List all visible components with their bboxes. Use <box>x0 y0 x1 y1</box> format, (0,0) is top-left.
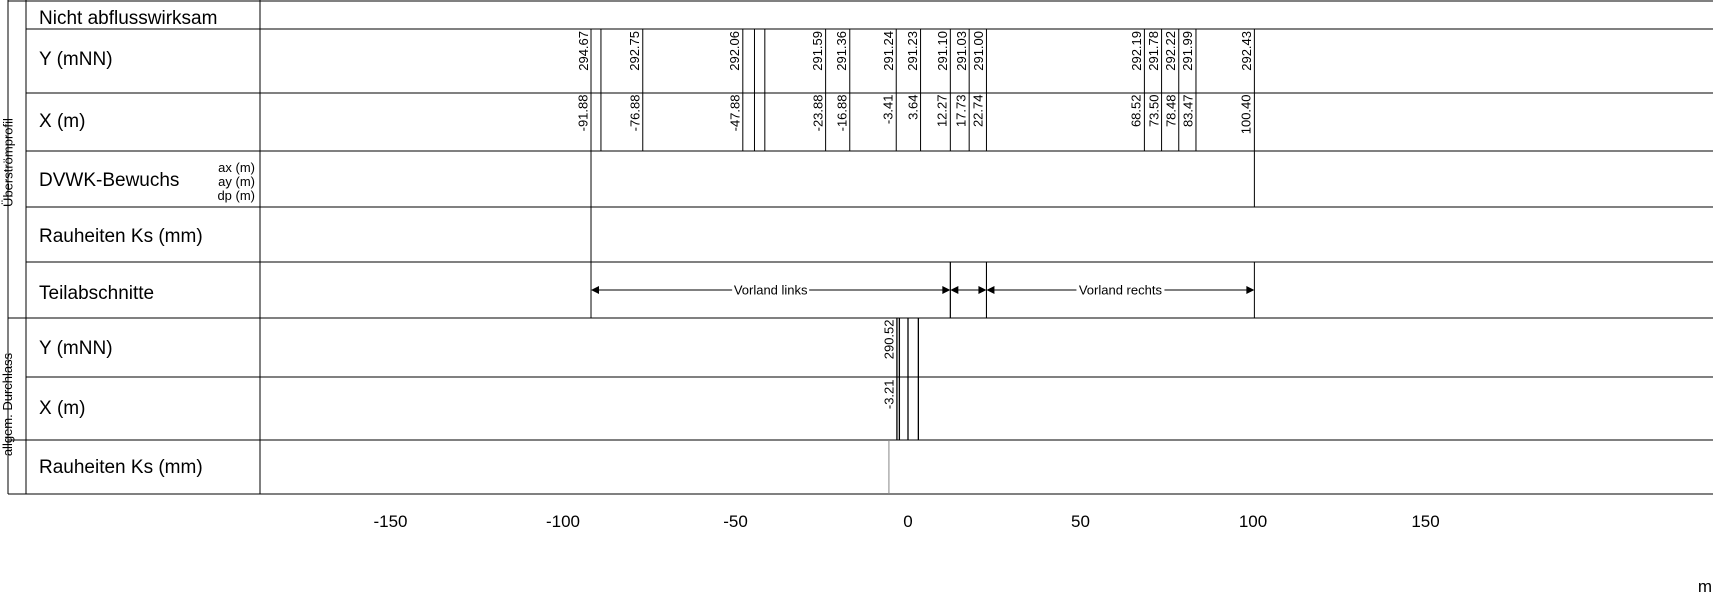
row-label-x-culvert: X (m) <box>39 398 86 419</box>
segment-arrowhead <box>986 286 995 294</box>
overflow-y-value: 291.03 <box>953 30 969 71</box>
segment-arrowhead <box>978 286 987 294</box>
group-label-overflow: Überströmprofil <box>0 118 16 207</box>
overflow-y-value: 292.43 <box>1238 30 1254 71</box>
overflow-x-value: -16.88 <box>834 94 850 132</box>
overflow-y-value: 291.24 <box>880 30 896 71</box>
row-label-rauheiten-culvert: Rauheiten Ks (mm) <box>39 457 203 478</box>
overflow-x-value: 78.48 <box>1163 94 1179 128</box>
overflow-x-value: 68.52 <box>1128 94 1144 128</box>
overflow-y-value: 292.22 <box>1163 30 1179 71</box>
overflow-x-value: -3.41 <box>880 94 896 125</box>
overflow-y-value: 292.75 <box>627 30 643 71</box>
overflow-x-value: -76.88 <box>627 94 643 132</box>
row-label-rauheiten-overflow: Rauheiten Ks (mm) <box>39 226 203 247</box>
culvert-x-value: -3.21 <box>881 379 897 410</box>
overflow-y-value: 291.00 <box>970 30 986 71</box>
overflow-x-value: 73.50 <box>1146 94 1162 128</box>
overflow-y-value: 291.59 <box>810 30 826 71</box>
row-label-dvwk: DVWK-Bewuchs <box>39 170 180 191</box>
segment-arrowhead <box>1246 286 1255 294</box>
row-label-x-overflow: X (m) <box>39 111 86 132</box>
overflow-x-value: 100.40 <box>1238 94 1254 135</box>
culvert-y-value: 290.52 <box>881 319 897 360</box>
group-label-culvert: allgem. Durchlass <box>0 352 15 457</box>
segment-arrowhead <box>950 286 959 294</box>
overflow-x-value: 3.64 <box>905 94 921 120</box>
row-label-y-culvert: Y (mNN) <box>39 338 113 359</box>
overflow-y-value: 292.19 <box>1128 30 1144 71</box>
row-label-teilabschnitte: Teilabschnitte <box>39 283 155 304</box>
axis-unit-label: m <box>1697 577 1713 596</box>
axis-tick-label: 0 <box>903 512 913 531</box>
overflow-y-value: 291.36 <box>834 30 850 71</box>
axis-tick-label: -150 <box>373 512 408 531</box>
segment-label: Vorland rechts <box>1076 282 1164 298</box>
segment-arrowhead <box>591 286 600 294</box>
axis-tick-label: -100 <box>545 512 581 531</box>
overflow-y-value: 291.78 <box>1146 30 1162 71</box>
dvwk-ax-label: ax (m) <box>218 160 255 175</box>
overflow-y-value: 292.06 <box>727 30 743 71</box>
dvwk-dp-label: dp (m) <box>217 188 255 203</box>
axis-tick-label: 50 <box>1071 512 1090 531</box>
segment-label: Vorland links <box>731 282 810 298</box>
overflow-x-value: -23.88 <box>810 94 826 132</box>
dvwk-ay-label: ay (m) <box>218 174 255 189</box>
overflow-x-value: -91.88 <box>575 94 591 132</box>
segment-arrowhead <box>942 286 951 294</box>
overflow-y-value: 291.10 <box>934 30 950 71</box>
axis-tick-label: -50 <box>723 512 748 531</box>
overflow-x-value: -47.88 <box>727 94 743 132</box>
axis-tick-label: 150 <box>1411 512 1440 531</box>
overflow-y-value: 291.99 <box>1180 30 1196 71</box>
overflow-x-value: 17.73 <box>953 94 969 128</box>
overflow-x-value: 12.27 <box>934 94 950 128</box>
axis-tick-label: 100 <box>1238 512 1268 531</box>
overflow-y-value: 294.67 <box>575 30 591 71</box>
overflow-x-value: 83.47 <box>1180 94 1196 128</box>
row-label-y-overflow: Y (mNN) <box>39 49 113 70</box>
overflow-x-value: 22.74 <box>970 94 986 128</box>
overflow-y-value: 291.23 <box>905 30 921 71</box>
row-label-nicht-abflusswirksam: Nicht abflusswirksam <box>39 8 218 29</box>
